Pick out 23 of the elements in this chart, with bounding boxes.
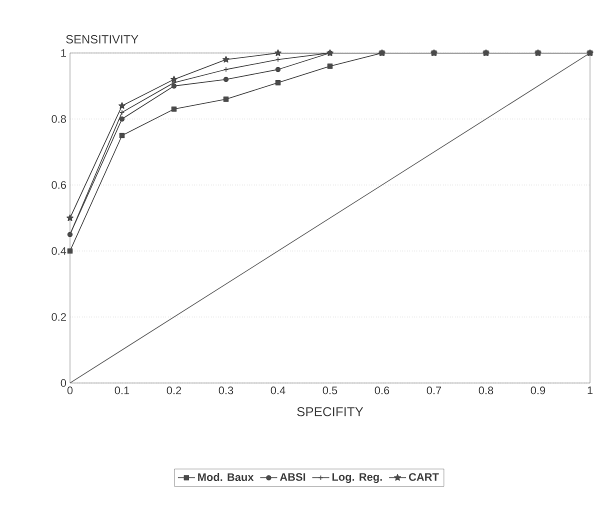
x-axis-title: SPECIFITY: [297, 407, 364, 416]
y-tick-label: 0.8: [52, 115, 66, 123]
y-axis-title: SENSITIVITY: [66, 35, 138, 44]
legend-label: Log. Reg.: [332, 473, 382, 484]
y-tick-label: 0.6: [52, 181, 66, 189]
x-tick-label: 1: [588, 386, 593, 394]
legend-label: ABSI: [280, 473, 306, 481]
x-tick-label: 0.5: [322, 386, 338, 394]
legend-label: Mod. Baux: [198, 472, 254, 482]
y-tick-label: 0.4: [52, 247, 66, 255]
y-tick-label: 1: [61, 49, 66, 57]
x-tick-label: 0.6: [374, 386, 390, 394]
x-tick-label: 0.1: [114, 386, 130, 394]
y-tick-label: 0: [60, 379, 66, 387]
x-tick-label: 0: [67, 386, 73, 394]
y-tick-label: 0.2: [52, 313, 66, 321]
x-tick-label: 0.8: [478, 386, 494, 394]
x-tick-label: 0.2: [166, 386, 182, 394]
x-tick-label: 0.3: [218, 386, 234, 394]
x-tick-label: 0.7: [426, 386, 442, 394]
x-tick-label: 0.4: [270, 386, 286, 394]
x-tick-label: 0.9: [530, 386, 546, 394]
legend-label: CART: [408, 473, 439, 481]
